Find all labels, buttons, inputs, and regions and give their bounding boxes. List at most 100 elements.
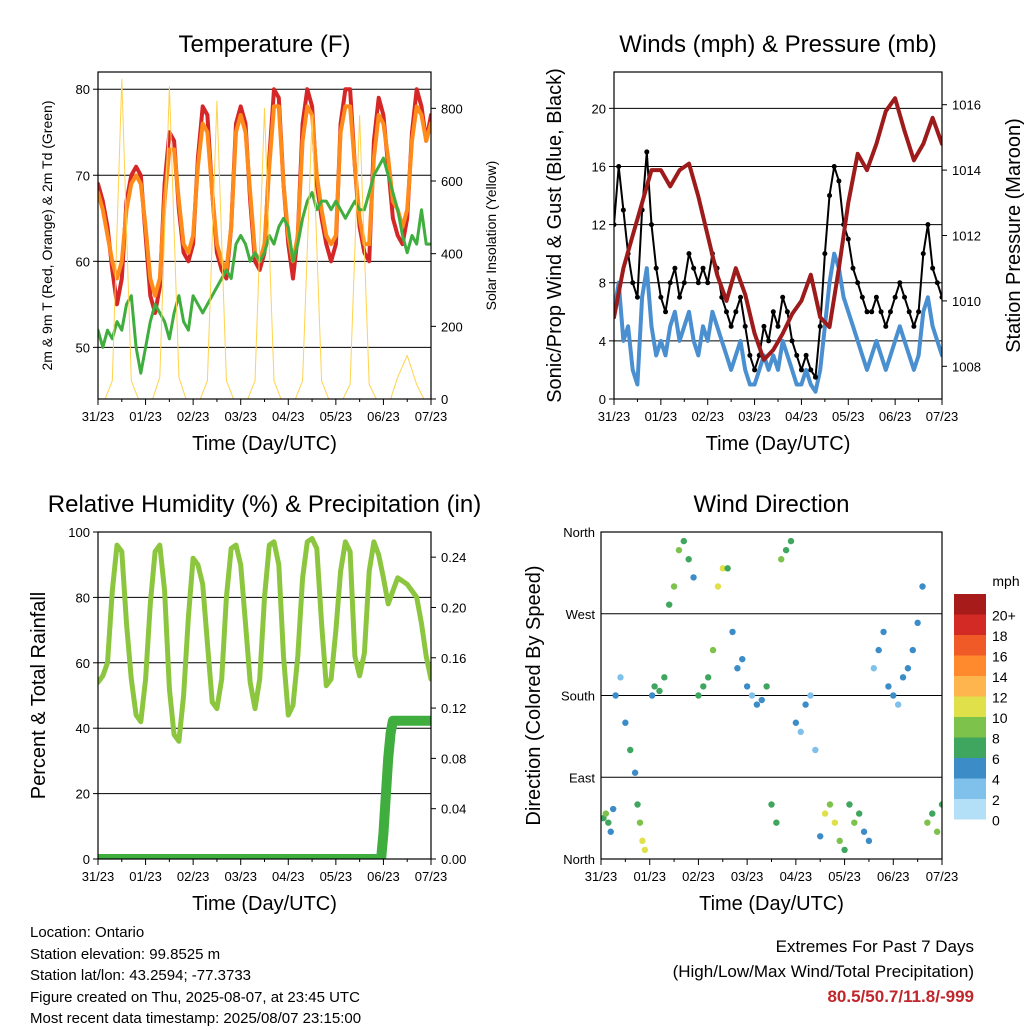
gust-point bbox=[658, 294, 664, 300]
y2-tick-label: 0.04 bbox=[441, 802, 466, 817]
data-point bbox=[870, 665, 877, 672]
recent-text: Most recent data timestamp: 2025/08/07 2… bbox=[30, 1010, 362, 1027]
legend-swatch bbox=[954, 799, 986, 820]
chart-title: Wind Direction bbox=[693, 491, 849, 518]
series-line-t9m bbox=[98, 104, 431, 298]
data-point bbox=[792, 719, 800, 726]
legend-swatch bbox=[954, 758, 986, 779]
data-point bbox=[924, 819, 931, 826]
data-point bbox=[627, 746, 634, 754]
x-tick-label: 04/23 bbox=[785, 409, 818, 424]
y2-tick-label: 1012 bbox=[952, 229, 981, 244]
y-tick-label: 12 bbox=[592, 218, 606, 233]
x-tick-label: 07/23 bbox=[415, 409, 448, 424]
plot-frame bbox=[613, 71, 943, 400]
gust-point bbox=[695, 280, 701, 286]
y2-tick-label: 0.00 bbox=[441, 852, 466, 867]
y2-tick-label: 800 bbox=[441, 101, 463, 116]
data-point bbox=[651, 683, 658, 690]
data-point bbox=[836, 837, 843, 845]
x-tick-label: 07/23 bbox=[415, 869, 448, 884]
plot-frame bbox=[600, 531, 943, 860]
y2-axis-label: Station Pressure (Maroon) bbox=[1003, 118, 1024, 353]
y-axis-label: Direction (Colored By Speed) bbox=[523, 565, 545, 825]
data-point bbox=[690, 574, 697, 581]
chart-title: Temperature (F) bbox=[178, 31, 350, 58]
y2-tick-label: 1010 bbox=[952, 294, 981, 309]
extremes-values: 80.5/50.7/11.8/-999 bbox=[827, 987, 974, 1006]
data-point bbox=[695, 692, 702, 699]
series-line-pressure bbox=[614, 96, 942, 362]
data-point bbox=[607, 828, 614, 835]
series-line-td2m bbox=[98, 156, 431, 375]
gust-point bbox=[634, 294, 640, 300]
gust-point bbox=[681, 280, 687, 286]
gust-point bbox=[892, 294, 898, 300]
legend-swatch bbox=[954, 614, 986, 635]
gust-point bbox=[766, 338, 772, 344]
data-point bbox=[826, 801, 834, 808]
location-text: Location: Ontario bbox=[30, 924, 145, 941]
gust-point bbox=[789, 338, 795, 344]
gust-point bbox=[869, 309, 875, 315]
data-point bbox=[719, 565, 726, 572]
data-point bbox=[609, 805, 617, 813]
y2-tick-label: 0.12 bbox=[441, 701, 466, 716]
gust-point bbox=[728, 323, 734, 329]
y-tick-label: South bbox=[561, 689, 595, 704]
data-point bbox=[622, 719, 629, 726]
y2-tick-label: 1016 bbox=[952, 98, 981, 113]
data-point bbox=[636, 819, 644, 826]
gust-point bbox=[616, 163, 622, 169]
data-point bbox=[685, 556, 692, 563]
x-tick-label: 06/23 bbox=[877, 869, 910, 884]
created-text: Figure created on Thu, 2025-08-07, at 23… bbox=[30, 988, 360, 1006]
data-point bbox=[612, 692, 619, 699]
gust-point bbox=[906, 309, 912, 315]
gust-point bbox=[798, 367, 804, 373]
data-point bbox=[617, 674, 624, 681]
legend-label: 0 bbox=[992, 812, 1000, 828]
gust-point bbox=[934, 280, 940, 286]
data-point bbox=[787, 537, 795, 545]
gust-point bbox=[700, 265, 706, 271]
data-point bbox=[763, 683, 770, 690]
gust-point bbox=[775, 323, 781, 329]
data-point bbox=[680, 537, 688, 545]
x-tick-label: 06/23 bbox=[879, 409, 912, 424]
gust-point bbox=[864, 309, 870, 315]
latlon-text: Station lat/lon: 43.2594; -77.3733 bbox=[30, 967, 252, 984]
extremes-block: Extremes For Past 7 Days (High/Low/Max W… bbox=[673, 934, 974, 1009]
data-point bbox=[797, 728, 804, 736]
x-tick-label: 04/23 bbox=[272, 869, 305, 884]
data-point bbox=[909, 646, 916, 654]
data-point bbox=[739, 655, 746, 663]
gust-point bbox=[836, 178, 842, 184]
gust-point bbox=[808, 367, 814, 373]
y-tick-label: North bbox=[563, 525, 595, 540]
extremes-title: Extremes For Past 7 Days bbox=[775, 937, 974, 956]
data-point bbox=[929, 810, 936, 817]
chart-title: Winds (mph) & Pressure (mb) bbox=[619, 31, 936, 58]
gust-point bbox=[705, 280, 711, 286]
legend-swatch bbox=[954, 778, 986, 799]
x-tick-label: 31/23 bbox=[598, 409, 631, 424]
gust-point bbox=[663, 309, 669, 315]
series-line-wind bbox=[614, 251, 942, 394]
gust-point bbox=[686, 251, 692, 257]
legend-label: 10 bbox=[992, 710, 1008, 726]
plot-area bbox=[98, 536, 431, 859]
x-tick-label: 03/23 bbox=[224, 869, 257, 884]
gust-point bbox=[644, 149, 650, 155]
y-axis-label: 2m & 9m T (Red, Orange) & 2m Td (Green) bbox=[39, 101, 55, 371]
gust-point bbox=[930, 265, 936, 271]
y-tick-label: 60 bbox=[76, 254, 90, 269]
x-tick-label: 03/23 bbox=[224, 409, 257, 424]
gust-point bbox=[812, 374, 818, 380]
gust-point bbox=[723, 309, 729, 315]
plot-frame bbox=[97, 531, 432, 860]
data-point bbox=[714, 583, 722, 590]
data-point bbox=[758, 696, 765, 704]
data-point bbox=[661, 674, 668, 681]
gust-point bbox=[845, 236, 851, 242]
